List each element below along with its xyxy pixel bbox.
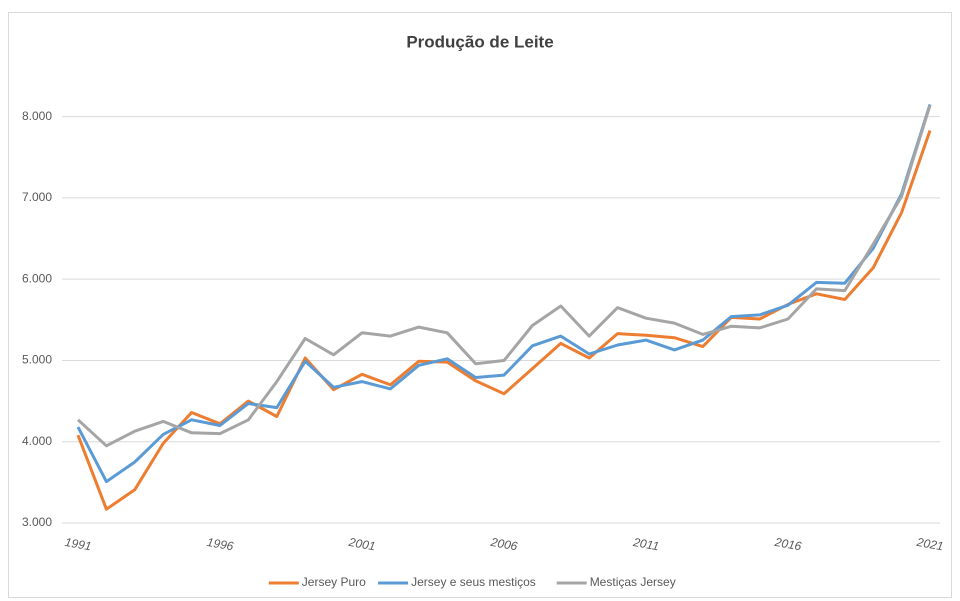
line-series: [76, 103, 932, 484]
legend-label: Jersey e seus mestiços: [411, 575, 536, 589]
x-tick-label: 2021: [915, 535, 945, 554]
x-tick-label: 2016: [773, 535, 803, 554]
x-tick-label: 1991: [64, 535, 93, 553]
x-tick-label: 1996: [206, 535, 235, 553]
x-tick-label: 2011: [631, 535, 660, 553]
y-tick-label: 8.000: [22, 109, 52, 123]
y-tick-label: 6.000: [22, 271, 52, 285]
y-tick-label: 3.000: [22, 515, 52, 529]
y-tick-label: 5.000: [22, 353, 52, 367]
legend-label: Jersey Puro: [302, 575, 366, 589]
line-series: [76, 104, 932, 448]
y-tick-label: 4.000: [22, 434, 52, 448]
x-tick-label: 2006: [489, 535, 519, 554]
x-tick-label: 2001: [347, 535, 377, 554]
y-tick-label: 7.000: [22, 190, 52, 204]
legend-label: Mestiças Jersey: [590, 575, 676, 589]
chart-frame: [8, 12, 952, 598]
chart-title: Produção de Leite: [406, 32, 553, 51]
